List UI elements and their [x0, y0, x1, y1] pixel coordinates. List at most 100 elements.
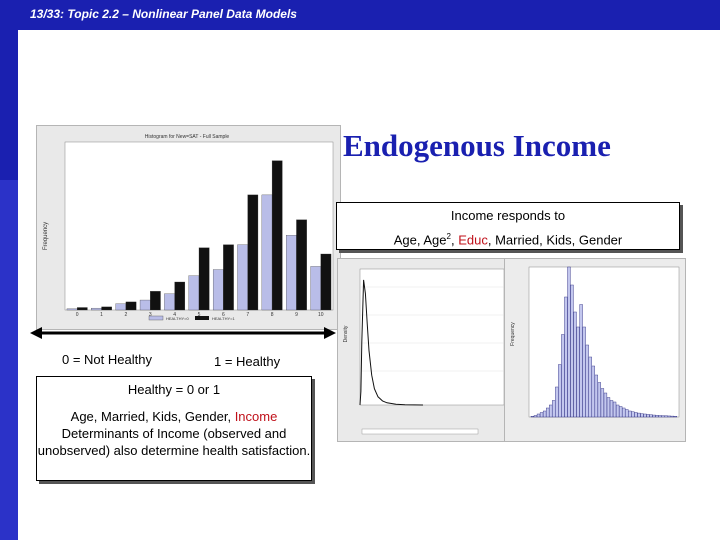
freq-hist-bar [600, 388, 605, 418]
left-hist-xtick: 0 [76, 312, 79, 318]
left-hist-xtick: 7 [246, 312, 249, 318]
freq-hist-bar [542, 410, 547, 418]
freq-hist-bar [588, 356, 592, 418]
left-hist-bar-4-s1 [164, 293, 175, 311]
left-hist-xtick: 8 [271, 312, 274, 318]
left-hist-xtick: 3 [149, 312, 152, 318]
responds-line2: Age, Age2, Educ, Married, Kids, Gender [337, 232, 679, 247]
determinants-line: Age, Married, Kids, Gender, Income Deter… [37, 408, 311, 459]
left-hist-ylabel: Frequency [43, 222, 49, 250]
freq-hist-bar [612, 401, 617, 418]
left-hist-xtick: 2 [125, 312, 128, 318]
left-hist-bar-5-s1 [188, 275, 200, 311]
freq-hist-bar [609, 400, 614, 418]
freq-hist-bar [615, 404, 620, 418]
freq-hist-bar [631, 411, 635, 418]
freq-hist-bar [539, 412, 544, 418]
slide-header: 13/33: Topic 2.2 – Nonlinear Panel Data … [30, 7, 297, 21]
freq-hist-bar [649, 414, 653, 418]
left-hist-bar-5-s2 [198, 247, 210, 311]
left-hist-bar-9-s1 [286, 235, 297, 311]
freq-hist-bar [664, 415, 668, 418]
left-hist-title: Histogram for New=SAT - Full Sample [145, 134, 230, 140]
freq-hist-bar [658, 415, 662, 418]
freq-hist-bar [570, 284, 574, 418]
freq-hist-bar [640, 413, 644, 418]
slide-title: Endogenous Income [343, 128, 611, 163]
left-hist-bar-7-s2 [247, 194, 259, 311]
density-plot-svg: Density [338, 259, 510, 441]
left-hist-bar-6-s1 [212, 269, 224, 311]
freq-hist-bar [552, 400, 556, 418]
left-hist-bar-8-s1 [261, 194, 273, 311]
left-hist-bar-10-s1 [310, 266, 321, 311]
responds-educ: Educ [458, 232, 488, 248]
freq-hist-bar [673, 416, 678, 418]
freq-hist-bar [594, 374, 598, 418]
left-hist-bar-10-s2 [320, 253, 332, 311]
left-hist-xtick: 4 [173, 312, 176, 318]
header-bar [18, 0, 720, 30]
freq-hist-bar [667, 415, 671, 418]
freq-hist-bar [606, 397, 611, 418]
healthy-definition: Healthy = 0 or 1 [127, 382, 221, 397]
left-hist-bar-0-s2 [77, 307, 88, 311]
freq-hist-bar [582, 326, 586, 418]
left-hist-xtick: 1 [100, 312, 103, 318]
density-curve [359, 279, 424, 406]
freq-hist-bar [646, 414, 650, 418]
left-hist-bar-4-s2 [174, 281, 186, 311]
left-hist-xtick: 5 [198, 312, 201, 318]
left-hist-bar-2-s1 [115, 303, 127, 311]
left-hist-xtick: 9 [295, 312, 298, 318]
freq-hist-bar [579, 304, 583, 418]
income-responds-box: Income responds to Age, Age2, Educ, Marr… [336, 202, 680, 250]
freq-hist-bar [655, 415, 659, 418]
left-hist-bar-0-s1 [66, 308, 78, 311]
legend-label-2: HEALTHY=1 [212, 316, 235, 321]
freq-hist-bar [533, 415, 538, 418]
freq-hist-bar [576, 326, 580, 418]
determinants-text: Determinants of Income (observed and uno… [37, 426, 311, 458]
left-hist-bar-1-s1 [91, 307, 102, 311]
freq-hist-bar [619, 406, 623, 418]
left-histogram-panel: Histogram for New=SAT - Full Sample Freq… [36, 125, 341, 330]
left-hist-bar-7-s1 [237, 244, 248, 311]
left-histogram-svg: Histogram for New=SAT - Full Sample Freq… [37, 126, 340, 329]
density-ylabel: Density [343, 325, 349, 342]
freq-ylabel: Frequency [510, 322, 516, 346]
density-plot-panel: Density [337, 258, 511, 442]
responds-vars-a: Age, Age [393, 232, 447, 248]
freq-hist-bar [597, 382, 602, 418]
left-hist-bar-1-s2 [101, 306, 112, 311]
responds-line1: Income responds to [450, 208, 566, 223]
income-histogram-svg: Frequency [505, 259, 685, 441]
label-healthy: 1 = Healthy [214, 354, 281, 369]
responds-sup: 2 [446, 232, 451, 241]
left-hist-bar-2-s2 [125, 301, 137, 311]
freq-hist-bar [561, 334, 565, 418]
freq-hist-bar [628, 410, 632, 418]
freq-hist-bar [634, 412, 638, 418]
left-hist-bar-8-s2 [271, 160, 283, 311]
freq-hist-bar [622, 407, 626, 418]
freq-hist-bar [549, 404, 553, 418]
freq-hist-bar [567, 266, 571, 418]
freq-hist-bar [573, 311, 577, 418]
freq-hist-bar [591, 365, 595, 418]
freq-hist-bar [564, 296, 568, 418]
freq-hist-bar [585, 344, 589, 418]
responds-vars-b: , Married, Kids, Gender [487, 232, 623, 248]
left-hist-bar-3-s2 [150, 291, 161, 311]
sidebar-accent [0, 180, 18, 540]
freq-hist-bar [661, 415, 665, 418]
freq-hist-bar [670, 415, 675, 418]
freq-hist-bar [536, 413, 541, 418]
determinants-income: Income [234, 409, 278, 424]
double-arrow [30, 327, 336, 339]
determinants-vars: Age, Married, Kids, Gender, [70, 409, 235, 424]
left-hist-bar-9-s2 [296, 219, 307, 311]
freq-hist-bar [555, 386, 559, 418]
freq-hist-bar [603, 392, 608, 418]
freq-hist-bar [558, 364, 562, 418]
